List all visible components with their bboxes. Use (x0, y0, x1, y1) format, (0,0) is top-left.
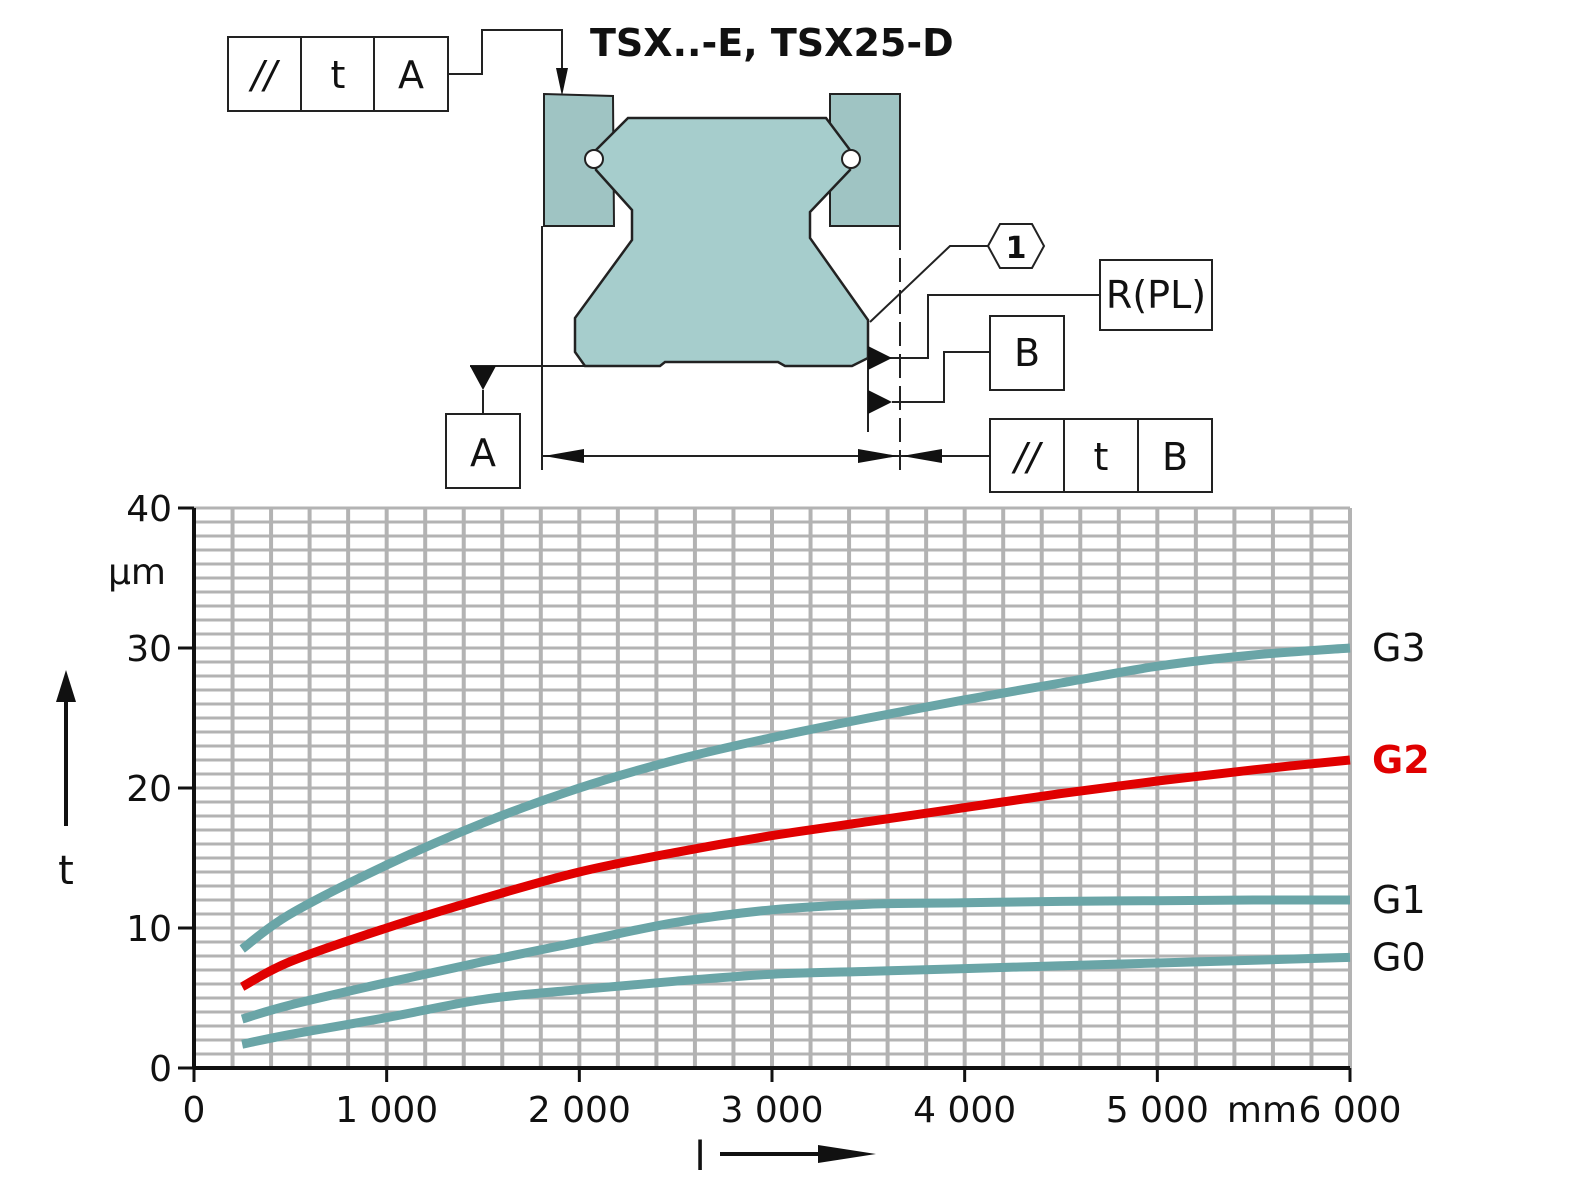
series-line-g3 (239, 643, 1351, 953)
frame-bottom-t: t (1094, 435, 1109, 479)
tolerance-frame-top: // t A (227, 36, 449, 112)
datum-a-label: A (470, 431, 496, 475)
frame-top-t: t (331, 53, 346, 97)
series-line-g2 (240, 755, 1351, 991)
x-tick-label: 1 000 (335, 1090, 438, 1131)
datum-b-box (989, 315, 1065, 391)
y-tick-label: 30 (126, 629, 172, 670)
chart: 0 1 000 2 000 3 000 4 000 5 000 6 000 0 10 20 30 4… (56, 489, 1430, 1180)
series-label-g2: G2 (1372, 738, 1430, 782)
y-tick-label: 10 (126, 909, 172, 950)
x-tick-labels: 0 1 000 2 000 3 000 4 000 5 000 6 000 (183, 1090, 1402, 1131)
left-block (543, 92, 616, 227)
series-labels: G3 G2 G1 G0 (1372, 626, 1430, 979)
arrowhead-top (556, 68, 568, 96)
datum-a-box (445, 413, 521, 489)
right-ball (841, 149, 861, 169)
x-tick-label: 6 000 (1298, 1090, 1401, 1131)
y-tick-label: 40 (126, 489, 172, 530)
cross-section-diagram: TSX..-E, TSX25-D // t A A 1 (227, 21, 1213, 493)
callout-hexagon (986, 223, 1046, 269)
series-label-g3: G3 (1372, 626, 1426, 670)
frame-bottom-symbol: // (1011, 435, 1044, 479)
diagram-title: TSX..-E, TSX25-D (590, 21, 954, 65)
series-label-g1: G1 (1372, 878, 1426, 922)
datum-a-triangle (470, 366, 496, 390)
tolerance-frame-bottom: // t B (989, 418, 1213, 493)
x-tick-label: 5 000 (1106, 1090, 1209, 1131)
dimension-arrow-left (544, 449, 584, 463)
y-tick-label: 20 (126, 769, 172, 810)
frame-bottom-arrow (902, 449, 942, 463)
series-line-g0 (241, 952, 1351, 1049)
datum-b-triangle-2 (868, 390, 892, 414)
callout-leader (869, 245, 988, 323)
y-axis-label: t (58, 848, 74, 894)
x-tick-label: 0 (183, 1090, 206, 1131)
axes (178, 506, 1352, 1082)
rpl-leader (888, 294, 1100, 359)
rpl-label: R(PL) (1106, 273, 1206, 317)
datum-b-triangle-1 (868, 346, 892, 370)
x-axis-label: l (694, 1134, 705, 1180)
frame-top-ref: A (398, 53, 424, 97)
y-unit-label: µm (108, 552, 166, 593)
series-label-g0: G0 (1372, 935, 1426, 979)
x-tick-label: 3 000 (720, 1090, 823, 1131)
leader-top (448, 29, 563, 75)
carriage-body (573, 116, 870, 368)
dimension-arrow-right (858, 449, 898, 463)
frame-bottom-box (989, 418, 1213, 493)
series-line-g1 (240, 895, 1351, 1024)
callout-number: 1 (1006, 231, 1027, 266)
datum-b-label: B (1014, 331, 1040, 375)
frame-bottom-ref: B (1162, 435, 1188, 479)
frame-top-box (227, 36, 449, 112)
rpl-box (1099, 259, 1213, 331)
datum-b-leader (892, 351, 990, 403)
x-tick-label: 4 000 (913, 1090, 1016, 1131)
y-axis-arrowhead (56, 670, 76, 702)
y-tick-label: 0 (149, 1049, 172, 1090)
left-ball (584, 149, 604, 169)
y-tick-labels: 0 10 20 30 40 (126, 489, 172, 1090)
frame-top-symbol: // (248, 53, 281, 97)
x-tick-label: 2 000 (528, 1090, 631, 1131)
x-axis-arrowhead (818, 1145, 876, 1163)
x-unit-label: mm (1227, 1090, 1297, 1131)
series-lines (239, 643, 1351, 1049)
